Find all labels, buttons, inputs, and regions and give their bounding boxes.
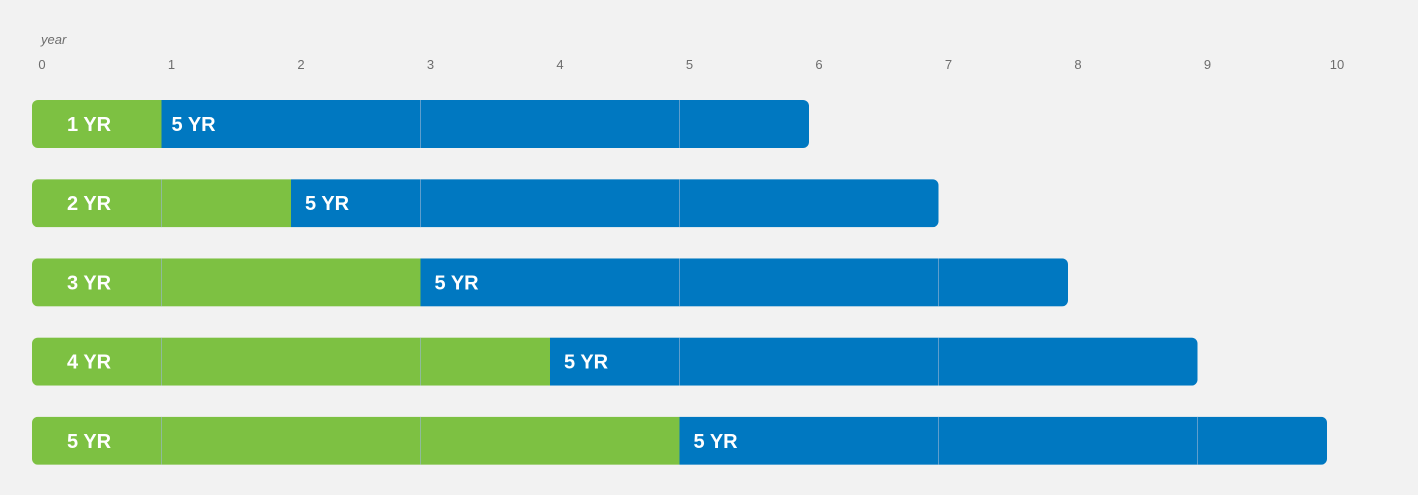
bar-label-first-4: 4 YR: [67, 352, 112, 374]
bar-row-5: 5 YR 5 YR: [32, 416, 1327, 465]
x-tick-label-2: 2: [297, 57, 304, 72]
bar-label-second-4: 5 YR: [564, 352, 609, 374]
x-tick-label-9: 9: [1204, 57, 1211, 72]
bar-segment-first-1: [32, 100, 162, 148]
bar-label-second-5: 5 YR: [694, 431, 739, 453]
x-tick-label-6: 6: [815, 57, 822, 72]
bar-segment-second-5: [679, 416, 1327, 465]
bar-label-first-2: 2 YR: [67, 193, 112, 215]
x-tick-label-5: 5: [686, 57, 693, 72]
bar-segment-second-1: [161, 100, 809, 148]
bar-segment-second-2: [291, 179, 939, 228]
bar-segment-first-5: [32, 416, 680, 465]
bar-row-1: 1 YR 5 YR: [32, 100, 809, 148]
x-tick-label-1: 1: [168, 57, 175, 72]
bar-row-4: 4 YR 5 YR: [32, 337, 1198, 386]
bar-label-first-5: 5 YR: [67, 431, 112, 453]
bar-label-second-1: 5 YR: [172, 114, 217, 136]
bar-row-3: 3 YR 5 YR: [32, 258, 1068, 307]
x-axis-unit-label: year: [40, 32, 67, 47]
bars: 1 YR 5 YR 2 YR 5 YR 3 YR 5 YR 4 YR 5 YR 5 YR 5 YR: [32, 100, 1327, 465]
x-tick-label-3: 3: [427, 57, 434, 72]
bar-label-second-3: 5 YR: [435, 272, 480, 294]
bar-label-first-1: 1 YR: [67, 114, 112, 136]
x-axis-ticks: 0 1 2 3 4 5 6 7 8 9 10: [38, 57, 1344, 72]
bar-label-first-3: 3 YR: [67, 272, 112, 294]
x-tick-label-0: 0: [38, 57, 45, 72]
x-tick-label-7: 7: [945, 57, 952, 72]
x-tick-label-4: 4: [556, 57, 563, 72]
bar-segment-first-3: [32, 258, 421, 307]
bar-label-second-2: 5 YR: [305, 193, 350, 215]
bar-segment-second-4: [550, 337, 1198, 386]
bar-segment-first-4: [32, 337, 550, 386]
x-tick-label-10: 10: [1330, 57, 1344, 72]
bar-segment-second-3: [420, 258, 1068, 307]
x-tick-label-8: 8: [1074, 57, 1081, 72]
bar-row-2: 2 YR 5 YR: [32, 179, 939, 228]
